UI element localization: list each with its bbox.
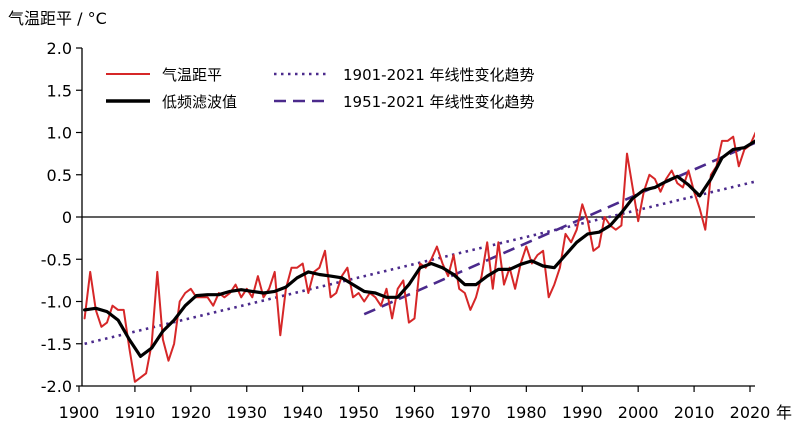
legend-label-anomaly: 气温距平	[162, 66, 222, 84]
x-tick-label: 2000	[618, 403, 659, 422]
x-tick-label: 1900	[59, 403, 100, 422]
legend-label-filtered: 低频滤波值	[162, 93, 237, 111]
y-tick-label: -2.0	[41, 377, 72, 396]
y-tick-label: -1.5	[41, 335, 72, 354]
x-axis-ticks: 1900 1910 1920 1930 1940 1950 1960 1970 1980 1990…	[59, 386, 771, 422]
y-tick-label: 1.5	[47, 81, 72, 100]
y-tick-label: 1.0	[47, 124, 72, 143]
x-tick-label: 1980	[506, 403, 547, 422]
series-anomaly-line	[83, 131, 755, 383]
legend: 气温距平 低频滤波值 1901-2021 年线性变化趋势 1951-2021 年…	[106, 66, 535, 111]
y-axis-ticks: 2.0 1.5 1.0 0.5 0 -0.5 -1.0 -1.5 -2.0	[41, 39, 82, 396]
y-tick-label: 2.0	[47, 39, 72, 58]
x-tick-label: 1990	[562, 403, 603, 422]
x-tick-label: 1940	[282, 403, 323, 422]
x-tick-label: 1930	[226, 403, 267, 422]
y-tick-label: 0	[62, 208, 72, 227]
y-tick-label: -0.5	[41, 250, 72, 269]
y-axis-label: 气温距平 / °C	[8, 9, 107, 28]
y-tick-label: -1.0	[41, 293, 72, 312]
series-filtered-line	[82, 139, 755, 358]
x-tick-label: 1910	[115, 403, 156, 422]
series-layer	[82, 131, 755, 383]
y-tick-label: 0.5	[47, 166, 72, 185]
legend-label-trend-1951: 1951-2021 年线性变化趋势	[343, 93, 535, 111]
x-tick-label: 1920	[170, 403, 211, 422]
x-tick-label: 1950	[338, 403, 379, 422]
legend-label-trend-1901: 1901-2021 年线性变化趋势	[343, 66, 535, 84]
x-tick-label: 1970	[450, 403, 491, 422]
series-trend-1951-line	[363, 141, 755, 316]
x-axis-unit-label: 年	[776, 403, 792, 422]
x-tick-label: 2020	[730, 403, 771, 422]
x-tick-label: 2010	[674, 403, 715, 422]
x-tick-label: 1960	[394, 403, 435, 422]
